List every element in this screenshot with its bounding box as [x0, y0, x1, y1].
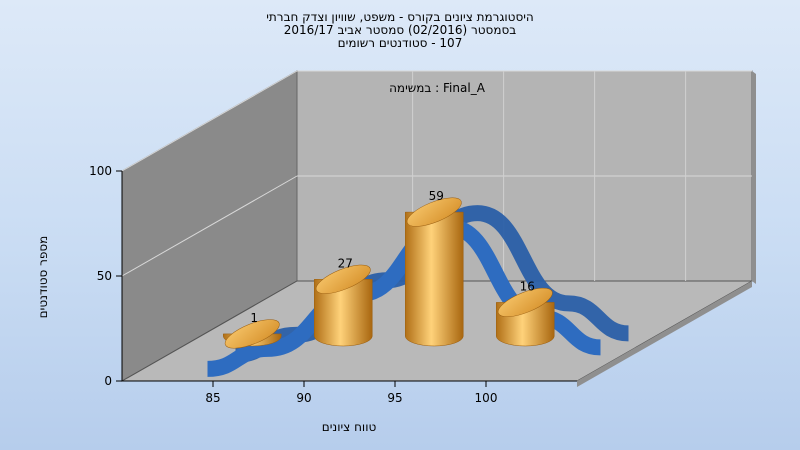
bar-value-label: 16	[520, 279, 535, 293]
title-line-1: היסטוגרמת ציונים בקורס - משפט, שוויון וצ…	[266, 10, 534, 24]
bar-100	[496, 287, 555, 347]
bar-value-label: 59	[429, 189, 444, 203]
bar-top	[497, 287, 553, 317]
axes: 0 50 100 85 90 95 100	[89, 164, 577, 405]
bar-body	[314, 279, 373, 347]
title-line-2: בסמסטר (02/2016) סמסטר אביב 2016/17	[283, 23, 517, 37]
bar-body	[405, 211, 464, 347]
y-tick-label: 50	[97, 269, 112, 283]
bar-value-label: 1	[250, 311, 258, 325]
chart-title: היסטוגרמת ציונים בקורס - משפט, שוויון וצ…	[0, 11, 800, 50]
back-wall-edge	[752, 71, 756, 284]
title-line-3: 107 - סטודנטים רשומים	[337, 36, 463, 50]
bar-85	[223, 319, 282, 349]
bar-value-label: 27	[338, 256, 353, 270]
labels: 1 27 59 16	[250, 189, 534, 325]
x-axis-label: טווח ציונים	[322, 420, 377, 434]
y-tick-label: 0	[104, 374, 112, 388]
x-tick-label: 95	[387, 391, 402, 405]
bars	[223, 197, 555, 349]
y-tick-label: 100	[89, 164, 112, 178]
bar-95	[405, 197, 464, 347]
gridlines	[121, 70, 752, 281]
floor-edge	[577, 281, 752, 387]
bar-top	[406, 197, 462, 227]
series-annotation: Final_A : במשימה	[389, 81, 486, 95]
bar-90	[314, 264, 373, 347]
x-tick-label: 100	[475, 391, 498, 405]
bar-top	[315, 264, 371, 294]
gridline-left-100	[121, 70, 298, 172]
y-axis-label: מספר סטודנטים	[36, 236, 50, 319]
x-tick-label: 85	[205, 391, 220, 405]
x-tick-label: 90	[296, 391, 311, 405]
bar-top	[224, 319, 280, 349]
gridline-left-50	[121, 175, 298, 277]
